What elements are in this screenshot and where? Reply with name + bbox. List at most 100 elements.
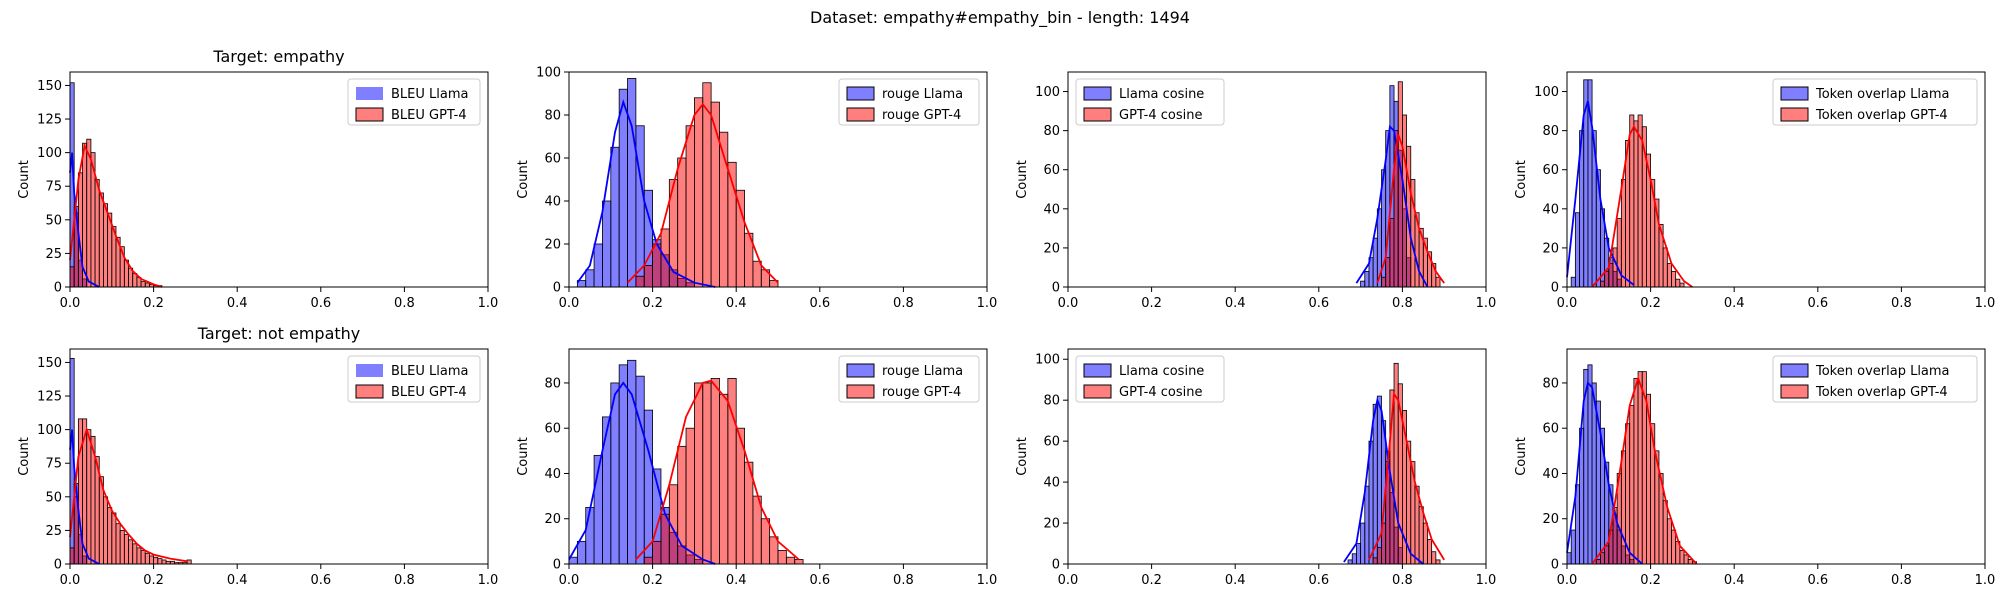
histogram-panel: 0.0 0.2 0.4 0.6 0.8 1.0 0 25 50 75 100 125 150 Count T… — [17, 47, 498, 311]
legend-label: BLEU Llama — [391, 364, 468, 379]
histogram-bar — [585, 269, 595, 288]
x-tick-label: 0.4 — [726, 573, 747, 588]
histogram-bar — [1574, 212, 1580, 288]
y-axis-label: Count — [516, 160, 531, 199]
legend-box — [1772, 78, 1978, 126]
subplot-title: Target: not empathy — [197, 324, 361, 343]
histogram-bar — [1570, 276, 1576, 288]
x-tick-label: 0.6 — [310, 573, 331, 588]
histogram-bar — [140, 281, 146, 288]
y-tick-label: 100 — [536, 66, 561, 81]
histogram-bar — [132, 543, 138, 565]
y-tick-label: 80 — [1043, 124, 1060, 139]
legend-label: Token overlap GPT-4 — [1815, 108, 1948, 123]
histogram-bar — [585, 507, 595, 565]
y-tick-label: 40 — [1542, 467, 1559, 482]
x-tick-label: 0.2 — [642, 573, 663, 588]
histogram-bar — [1397, 81, 1403, 288]
subplot-title: Target: empathy — [212, 47, 344, 66]
histogram-bar — [1360, 522, 1366, 565]
y-tick-label: 100 — [1035, 353, 1060, 368]
histogram-bar — [1666, 518, 1672, 565]
y-tick-label: 0 — [1551, 281, 1559, 296]
kde-line — [69, 142, 163, 288]
x-tick-label: 0.2 — [143, 296, 164, 311]
x-tick-label: 0.2 — [1141, 296, 1162, 311]
x-tick-label: 0.6 — [1807, 573, 1828, 588]
histogram-bar — [1637, 371, 1643, 565]
histogram-bar — [785, 556, 796, 565]
histogram-bar — [694, 97, 704, 288]
x-tick-label: 0.8 — [394, 296, 415, 311]
histogram-bar — [1435, 276, 1441, 288]
legend-label: BLEU Llama — [391, 87, 468, 102]
histogram-bar — [1418, 506, 1424, 565]
y-tick-label: 25 — [45, 247, 62, 262]
histogram-bar — [602, 200, 612, 288]
histogram-bar — [627, 78, 637, 288]
y-tick-label: 60 — [1043, 163, 1060, 178]
histogram-bar — [119, 530, 125, 565]
y-tick-label: 40 — [544, 195, 561, 210]
histogram-bar — [1435, 559, 1441, 565]
histogram-bar — [610, 146, 620, 288]
x-tick-label: 0.8 — [394, 573, 415, 588]
legend-swatch — [846, 363, 875, 378]
y-tick-label: 50 — [45, 213, 62, 228]
histogram-bar — [752, 495, 762, 565]
y-tick-label: 20 — [544, 512, 561, 527]
y-tick-label: 125 — [37, 390, 62, 405]
kde-line — [69, 429, 100, 565]
kde-line — [1591, 375, 1698, 565]
x-tick-label: 0.6 — [1308, 296, 1329, 311]
histogram-bar — [144, 282, 150, 288]
histogram-bar — [635, 275, 645, 288]
histogram-bar — [760, 518, 771, 565]
x-tick-label: 0.6 — [1308, 573, 1329, 588]
histogram-bar — [643, 409, 653, 565]
kde-line — [576, 99, 716, 288]
legend-label: rouge GPT-4 — [882, 385, 961, 400]
histogram-bar — [1427, 539, 1433, 565]
legend-swatch — [356, 87, 383, 100]
axes-frame — [1566, 348, 1986, 565]
y-axis-label: Count — [17, 160, 32, 199]
y-tick-label: 150 — [37, 356, 62, 371]
histogram-bar — [719, 393, 729, 565]
histogram-bar — [1616, 218, 1622, 288]
x-tick-label: 0.6 — [310, 296, 331, 311]
legend-box — [1772, 355, 1978, 403]
histogram-panel: 0.0 0.2 0.4 0.6 0.8 1.0 0 20 40 60 80 100 Count Llama… — [1015, 348, 1497, 588]
legend-label: GPT-4 cosine — [1119, 385, 1202, 400]
legend-swatch — [1083, 86, 1112, 101]
histogram-bar — [136, 547, 142, 565]
histogram-bar — [677, 157, 687, 288]
y-tick-label: 0 — [553, 281, 561, 296]
histogram-bar — [132, 273, 138, 288]
histogram-bar — [1620, 450, 1626, 565]
y-tick-label: 80 — [544, 376, 561, 391]
histogram-bar — [643, 556, 653, 565]
histogram-bar — [69, 547, 75, 565]
legend-swatch — [846, 86, 875, 101]
histogram-bar — [618, 364, 628, 565]
axes-frame — [1566, 71, 1986, 288]
y-tick-label: 20 — [1542, 512, 1559, 527]
x-tick-label: 1.0 — [1476, 573, 1497, 588]
histogram-bar — [794, 559, 804, 565]
axes-frame — [1067, 71, 1487, 288]
legend-label: rouge Llama — [882, 364, 963, 379]
histogram-panel: 0.0 0.2 0.4 0.6 0.8 1.0 0 20 40 60 80 100 Count rouge… — [516, 66, 997, 312]
kde-line — [1343, 397, 1424, 565]
histogram-bar — [769, 536, 779, 565]
histogram-bar — [702, 382, 712, 565]
histogram-bar — [94, 179, 100, 288]
x-tick-label: 0.0 — [559, 296, 580, 311]
x-tick-label: 0.6 — [809, 296, 830, 311]
histogram-bar — [1360, 280, 1366, 288]
y-tick-label: 80 — [544, 109, 561, 124]
histogram-bar — [1662, 247, 1668, 288]
legend-swatch — [1780, 363, 1809, 378]
y-tick-label: 20 — [1043, 241, 1060, 256]
x-tick-label: 0.4 — [1724, 573, 1745, 588]
